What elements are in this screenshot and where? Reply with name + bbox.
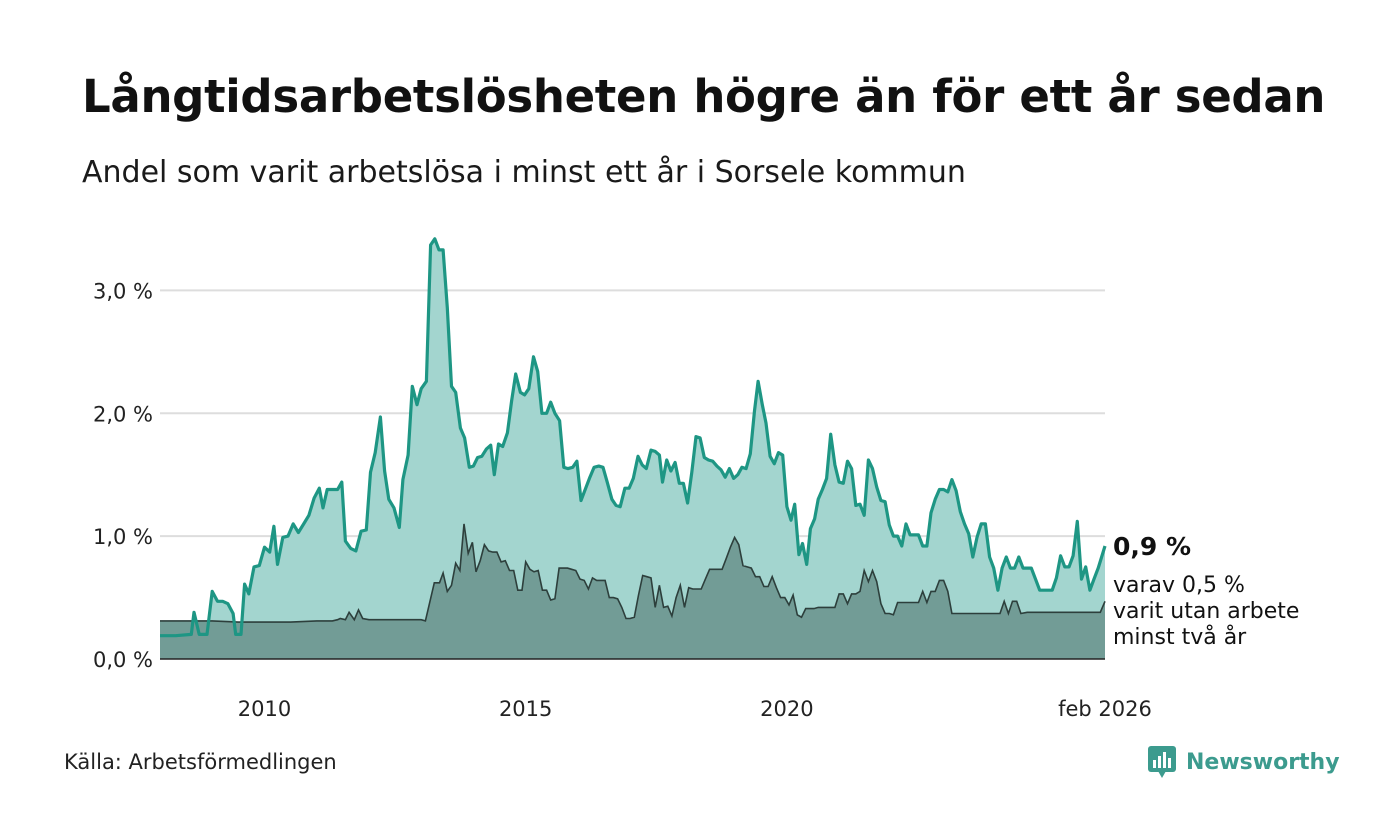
chart-title: Långtidsarbetslösheten högre än för ett …: [82, 70, 1326, 123]
end-value-label: 0,9 %: [1113, 532, 1191, 561]
area-series: [160, 237, 1107, 660]
area-chart: 0,0 % 1,0 % 2,0 % 3,0 % 2010 2015 2020 feb 2026…: [93, 237, 1299, 721]
end-note-line-2: varit utan arbete: [1113, 599, 1299, 624]
x-tick-label-3: feb 2026: [1058, 697, 1152, 721]
x-tick-label-2: 2020: [760, 697, 813, 721]
end-note-line-1: varav 0,5 %: [1113, 573, 1245, 598]
y-tick-label-2: 2,0 %: [93, 402, 153, 426]
source-note: Källa: Arbetsförmedlingen: [64, 750, 337, 774]
axes: 0,0 % 1,0 % 2,0 % 3,0 % 2010 2015 2020 feb 2026: [93, 279, 1152, 721]
x-tick-label-1: 2015: [499, 697, 552, 721]
y-tick-label-0: 0,0 %: [93, 648, 153, 672]
end-note-line-3: minst två år: [1113, 624, 1247, 650]
newsworthy-logo-icon: [1148, 746, 1176, 778]
series-1-line: [160, 237, 1107, 638]
brand[interactable]: Newsworthy: [1146, 742, 1340, 782]
series-1-area: [160, 238, 1105, 660]
y-tick-label-1: 1,0 %: [93, 525, 153, 549]
series-2-line: [160, 523, 1106, 623]
y-tick-label-3: 3,0 %: [93, 279, 153, 303]
x-tick-label-0: 2010: [238, 697, 291, 721]
series-2-area: [160, 523, 1105, 659]
end-annotation: 0,9 % varav 0,5 % varit utan arbete mins…: [1113, 532, 1299, 650]
chart-subtitle: Andel som varit arbetslösa i minst ett å…: [82, 155, 966, 190]
brand-name: Newsworthy: [1186, 749, 1340, 775]
